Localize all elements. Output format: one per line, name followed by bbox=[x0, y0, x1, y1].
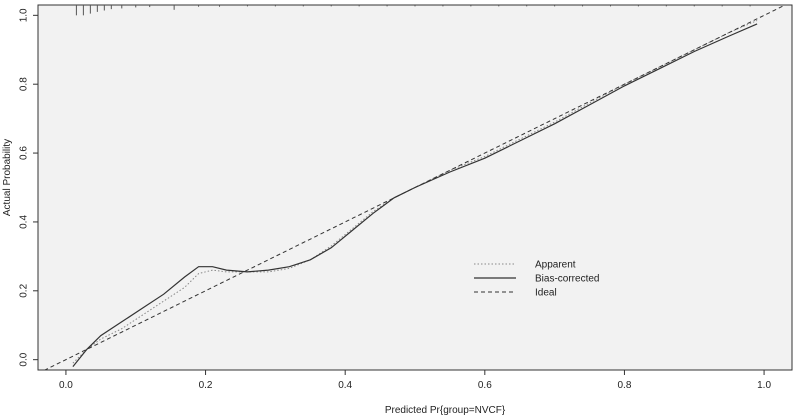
series-line-ideal bbox=[43, 5, 787, 370]
x-tick-label: 0.4 bbox=[338, 380, 352, 391]
x-tick-label: 0.2 bbox=[199, 380, 213, 391]
x-tick-label: 0.8 bbox=[617, 380, 631, 391]
x-tick-label: 1.0 bbox=[757, 380, 771, 391]
series-line-apparent bbox=[72, 20, 758, 364]
legend: Apparent Bias-corrected Ideal bbox=[474, 260, 599, 299]
y-tick-label: 0.0 bbox=[19, 352, 30, 366]
y-axis-label: Actual Probability bbox=[2, 139, 13, 216]
axes: 0.0 0.2 0.4 0.6 0.8 1.0 0.0 0.2 0.4 0.6 0.8 1.0 bbox=[19, 8, 772, 391]
y-tick-label: 0.8 bbox=[19, 77, 30, 91]
y-tick-label: 0.2 bbox=[19, 283, 30, 297]
y-tick-label: 0.6 bbox=[19, 146, 30, 160]
y-tick-label: 1.0 bbox=[19, 8, 30, 22]
legend-label-ideal: Ideal bbox=[535, 288, 557, 299]
rug-marks bbox=[75, 5, 751, 16]
series-line-bias-corrected bbox=[72, 23, 758, 367]
y-tick-label: 0.4 bbox=[19, 215, 30, 229]
legend-label-apparent: Apparent bbox=[535, 260, 576, 271]
x-axis-label: Predicted Pr{group=NVCF} bbox=[385, 405, 506, 416]
x-tick-label: 0.0 bbox=[59, 380, 73, 391]
legend-label-bias-corrected: Bias-corrected bbox=[535, 274, 599, 285]
series-lines bbox=[43, 5, 787, 370]
x-tick-label: 0.6 bbox=[478, 380, 492, 391]
